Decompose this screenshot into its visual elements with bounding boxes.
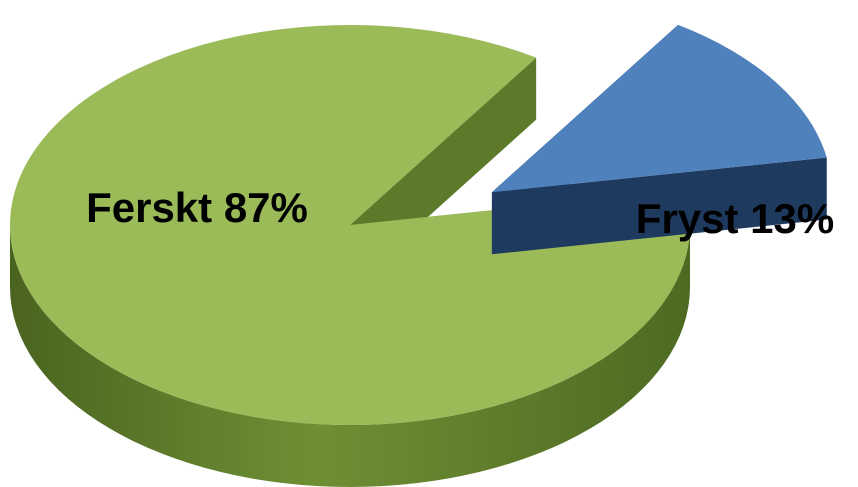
slice-fryst — [491, 24, 827, 255]
slice-cut-face-fryst-1 — [491, 157, 827, 255]
slice-top-fryst — [491, 24, 827, 193]
pie-slices — [10, 24, 827, 487]
slice-label-ferskt: Ferskt 87% — [86, 184, 308, 231]
slice-ferskt — [10, 24, 691, 487]
slice-top-ferskt — [10, 24, 691, 425]
pie-labels: Ferskt 87% Fryst 13% — [86, 184, 834, 242]
slice-label-fryst: Fryst 13% — [636, 195, 834, 242]
slice-side-ferskt — [10, 225, 690, 487]
